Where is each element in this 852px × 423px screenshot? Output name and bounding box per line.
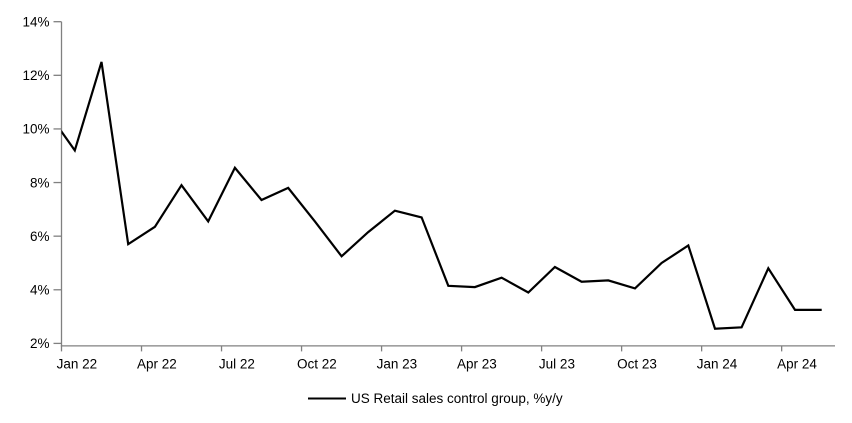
series-line-us-retail-control-group — [61, 61, 822, 330]
y-tick-label: 12% — [22, 68, 49, 83]
y-tick-label: 14% — [22, 15, 49, 30]
x-tick-label: Oct 22 — [297, 357, 337, 372]
x-tick-label: Oct 23 — [617, 357, 657, 372]
y-tick-label: 8% — [30, 175, 50, 190]
x-tick-label: Jul 23 — [539, 357, 575, 372]
x-tick-label: Jan 24 — [697, 357, 738, 372]
x-tick-label: Jan 22 — [57, 357, 98, 372]
x-axis: Jan 22 Apr 22 Jul 22 Oct 22 Jan 23 Apr 23 Jul … — [57, 345, 835, 372]
y-tick-label: 10% — [22, 122, 49, 137]
y-tick-label: 4% — [30, 283, 50, 298]
x-tick-label: Apr 22 — [137, 357, 177, 372]
y-axis: 2% 4% 6% 8% 10% 12% 14% — [22, 15, 63, 351]
x-tick-label: Apr 24 — [777, 357, 817, 372]
x-tick-label: Jul 22 — [219, 357, 255, 372]
y-tick-label: 2% — [30, 336, 50, 351]
x-tick-label: Jan 23 — [377, 357, 418, 372]
chart-legend: US Retail sales control group, %y/y — [308, 391, 563, 406]
y-tick-label: 6% — [30, 229, 50, 244]
x-tick-label: Apr 23 — [457, 357, 497, 372]
legend-label: US Retail sales control group, %y/y — [351, 391, 563, 406]
